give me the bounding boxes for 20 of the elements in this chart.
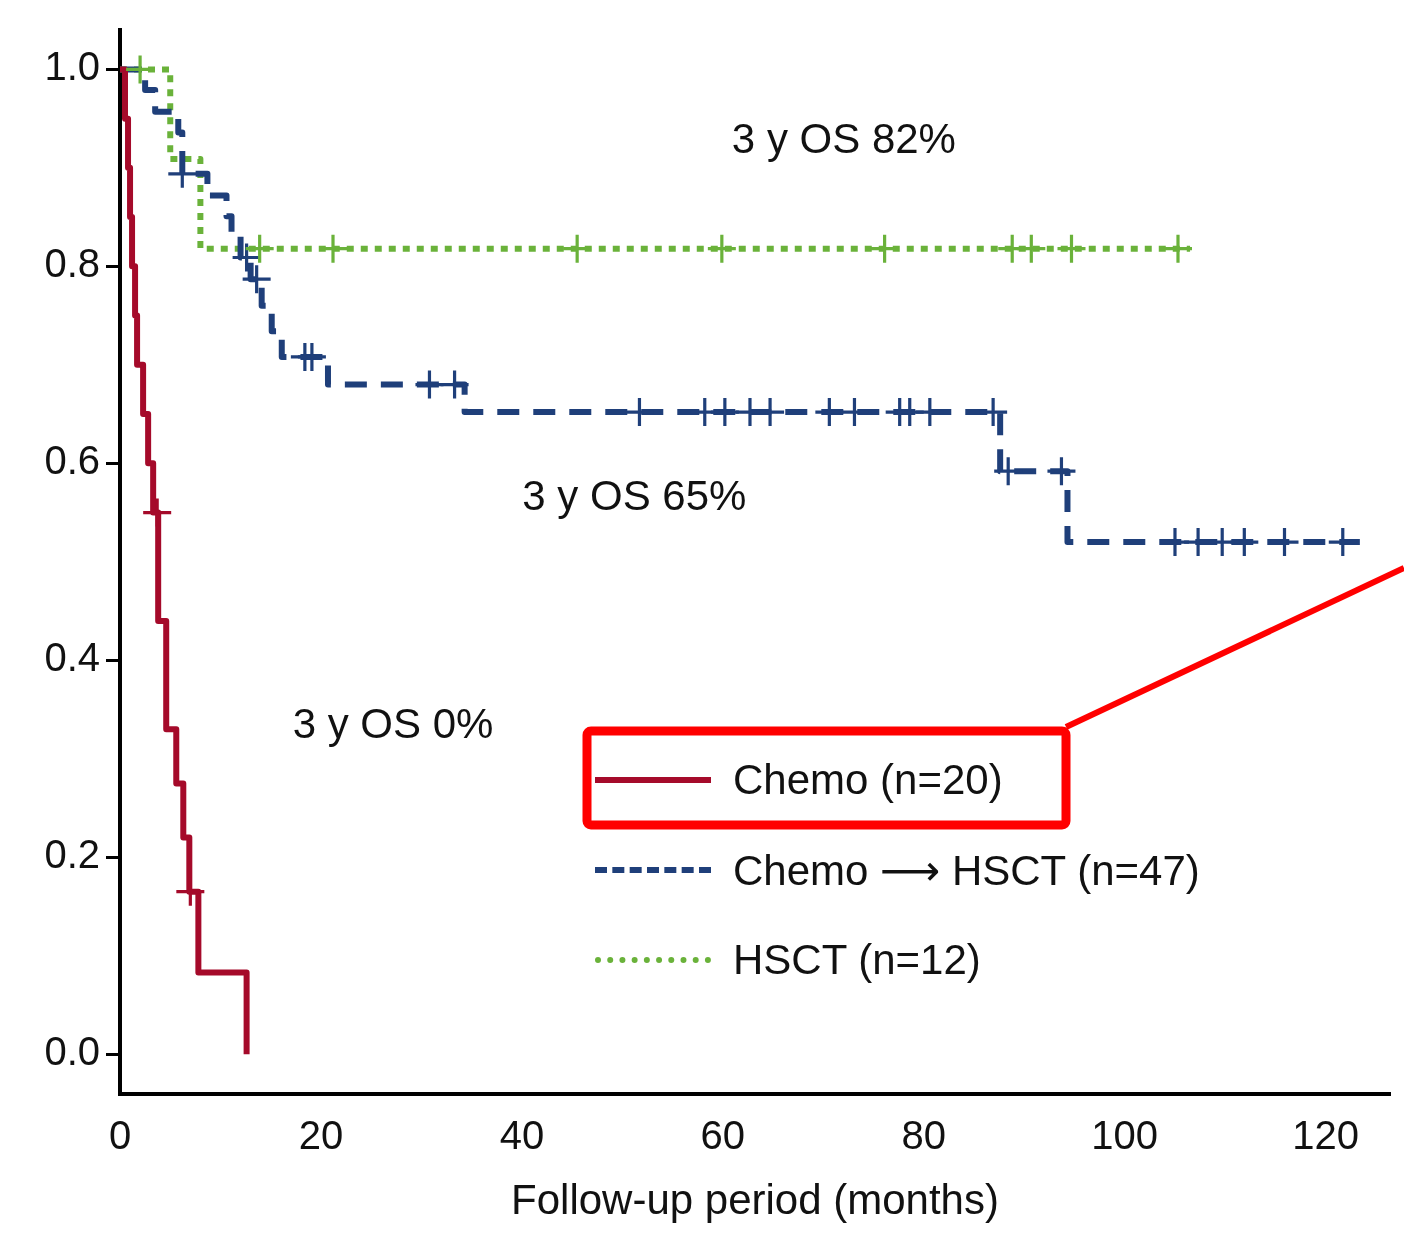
annotation: 3 y OS 82% [731, 115, 956, 163]
y-tick-label: 1.0 [44, 44, 100, 89]
annotation: 3 y OS 0% [292, 700, 494, 748]
x-tick-label: 80 [901, 1112, 947, 1157]
y-tick-label: 0.2 [44, 832, 100, 877]
legend-label: Chemo (n=20) [733, 756, 1003, 804]
x-tick-label: 60 [700, 1112, 746, 1157]
annotation: 3 y OS 65% [522, 471, 747, 519]
y-tick-label: 0.6 [44, 438, 100, 483]
legend-label: Chemo ⟶ HSCT (n=47) [733, 845, 1200, 895]
x-axis-title: Follow-up period (months) [511, 1176, 999, 1224]
x-tick-label: 20 [298, 1112, 344, 1157]
x-tick-label: 100 [1091, 1112, 1159, 1157]
y-tick-label: 0.8 [44, 241, 100, 286]
y-tick-label: 0.0 [44, 1029, 100, 1074]
legend-label: HSCT (n=12) [733, 936, 981, 984]
y-tick-label: 0.4 [44, 635, 100, 680]
x-tick-label: 40 [499, 1112, 545, 1157]
x-tick-label: 120 [1292, 1112, 1360, 1157]
x-tick-label: 0 [108, 1112, 132, 1157]
